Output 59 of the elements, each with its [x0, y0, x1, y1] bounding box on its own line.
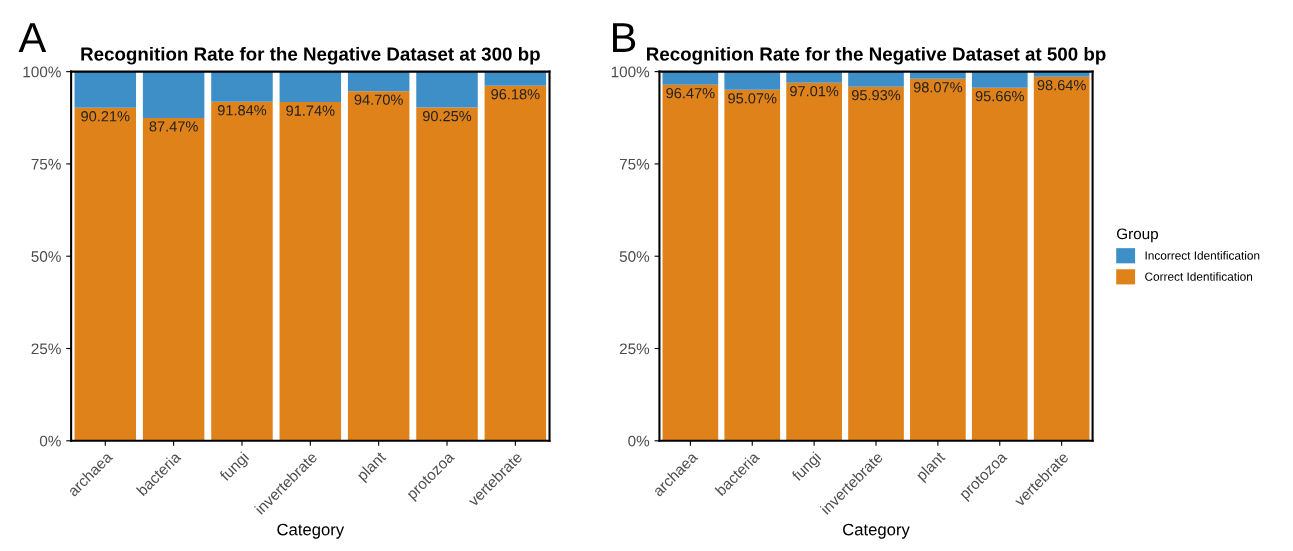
legend-label: Incorrect Identification	[1145, 251, 1260, 260]
data-label: 95.93%	[851, 89, 901, 101]
y-tick-label: 50%	[31, 251, 61, 262]
data-label: 95.07%	[728, 93, 777, 104]
bar	[416, 71, 478, 108]
bar	[724, 89, 781, 441]
bar	[971, 87, 1028, 441]
bar	[724, 71, 781, 90]
data-label: 87.47%	[149, 121, 198, 132]
data-label: 97.01%	[790, 86, 839, 97]
x-axis-title: Category	[277, 523, 345, 539]
y-tick-label: 25%	[31, 343, 61, 355]
bar	[848, 71, 904, 87]
data-label: 91.84%	[217, 105, 267, 116]
bar	[971, 71, 1028, 88]
y-tick-label: 100%	[611, 66, 650, 78]
bar	[786, 71, 842, 83]
bar	[211, 101, 273, 441]
data-label: 94.70%	[354, 94, 403, 105]
bar	[910, 78, 966, 441]
legend-title: Group	[1116, 228, 1159, 243]
bar	[662, 71, 719, 85]
data-label: 95.66%	[975, 90, 1024, 102]
bar	[848, 86, 904, 441]
bar	[484, 85, 547, 441]
data-label: 96.47%	[666, 88, 715, 99]
legend-label: Correct Identification	[1145, 272, 1253, 281]
data-label: 98.64%	[1037, 79, 1086, 91]
chart-title: Recognition Rate for the Negative Dataset at 300 bp	[81, 46, 540, 65]
bar	[416, 107, 478, 441]
y-tick-label: 0%	[628, 435, 650, 447]
bar	[484, 71, 547, 86]
x-axis-title: Category	[843, 523, 910, 539]
bar	[74, 71, 137, 108]
bar	[279, 71, 342, 103]
data-label: 96.18%	[491, 89, 540, 100]
chart-title: Recognition Rate for the Negative Dataset at 500 bp	[647, 46, 1106, 65]
bar	[211, 71, 273, 102]
y-tick-label: 75%	[31, 158, 61, 170]
y-tick-label: 25%	[619, 343, 650, 355]
text: A	[18, 23, 47, 52]
bar	[1033, 76, 1090, 441]
y-tick-label: 0%	[39, 435, 61, 447]
bar	[347, 91, 410, 441]
data-label: 98.07%	[913, 82, 963, 93]
bar	[74, 107, 137, 441]
data-label: 90.25%	[422, 110, 472, 122]
text: B	[613, 23, 636, 52]
bar	[142, 71, 205, 118]
y-tick-label: 50%	[619, 251, 650, 262]
data-label: 91.74%	[286, 105, 335, 116]
bar	[347, 71, 410, 92]
bar	[279, 102, 342, 441]
y-tick-label: 100%	[23, 66, 61, 78]
bar	[662, 84, 719, 441]
bar	[142, 117, 205, 441]
bar	[786, 82, 842, 441]
data-label: 90.21%	[81, 111, 130, 122]
y-tick-label: 75%	[619, 158, 650, 170]
